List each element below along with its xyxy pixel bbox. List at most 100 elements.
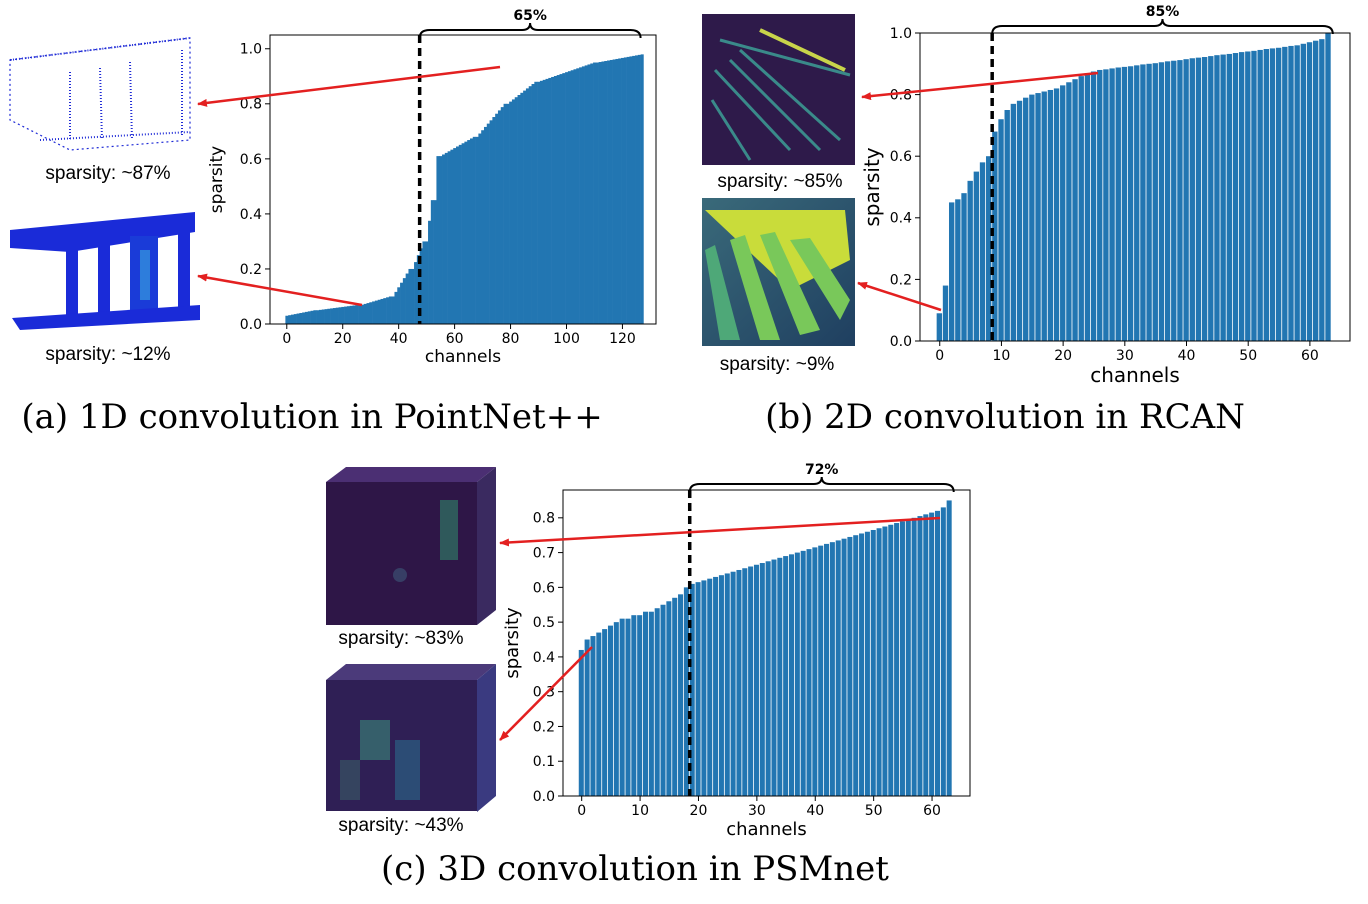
- bar: [352, 305, 356, 324]
- bar: [601, 61, 605, 325]
- bar: [579, 67, 583, 324]
- bar: [517, 95, 521, 324]
- x-axis-label: channels: [1090, 363, 1180, 387]
- bar: [707, 578, 713, 796]
- bar: [1300, 43, 1307, 341]
- chart-a: 0 20 40 60 80 100 120 0.0 0.2 0.4 0.6 0.8 1.0 channel…: [207, 8, 657, 367]
- bar: [439, 156, 443, 324]
- bar: [551, 76, 555, 324]
- x-tick-label: 10: [631, 803, 649, 819]
- bar: [489, 120, 493, 324]
- y-axis-label: sparsity: [860, 147, 884, 226]
- bar: [853, 535, 859, 796]
- arrows: [197, 65, 1099, 741]
- bar: [500, 107, 504, 324]
- bar: [1023, 97, 1029, 342]
- bar: [313, 310, 317, 324]
- panel-b-thumbnails: sparsity: ~85% sparsity: ~9%: [702, 14, 855, 375]
- bar: [442, 154, 446, 324]
- thumb-label-a1: sparsity: ~87%: [45, 163, 170, 184]
- bar: [1047, 89, 1054, 341]
- bar: [324, 309, 328, 324]
- y-axis-label: sparsity: [502, 607, 523, 679]
- bar: [783, 556, 789, 796]
- bar: [911, 517, 917, 796]
- point-cloud-sparse-image: [9, 37, 191, 151]
- bar: [672, 597, 678, 796]
- arrow-b1: [861, 71, 1099, 101]
- x-tick-label: 30: [1116, 348, 1134, 364]
- bar: [1226, 53, 1232, 341]
- bar: [967, 180, 973, 341]
- bar: [486, 123, 490, 324]
- bar: [788, 554, 795, 796]
- y-tick-label: 0.6: [240, 152, 262, 168]
- bar: [632, 55, 636, 325]
- bar: [302, 312, 306, 324]
- bar: [1127, 66, 1134, 341]
- bar: [1275, 47, 1282, 342]
- bar: [478, 133, 482, 324]
- bar: [742, 568, 748, 796]
- bar: [1177, 60, 1183, 341]
- bracket: [418, 22, 642, 39]
- x-tick-label: 20: [334, 331, 352, 347]
- bar: [1257, 49, 1263, 341]
- bar: [894, 523, 900, 796]
- thumb-label-b2: sparsity: ~9%: [720, 354, 835, 375]
- x-tick-label: 60: [446, 331, 464, 347]
- bar: [581, 66, 585, 325]
- bar: [625, 618, 631, 796]
- bar: [386, 297, 390, 324]
- point-cloud-dense-image: [10, 212, 200, 330]
- bar: [612, 59, 616, 324]
- x-tick-label: 30: [748, 803, 766, 819]
- bar: [366, 303, 370, 324]
- butterfly-sparse-image: [702, 14, 855, 165]
- y-axis-label: sparsity: [207, 146, 227, 213]
- bar: [525, 88, 530, 325]
- bar: [520, 92, 524, 324]
- bar: [940, 507, 946, 796]
- x-tick-label: 60: [923, 803, 941, 819]
- bar: [553, 76, 558, 325]
- bracket: [688, 476, 955, 493]
- bar: [683, 587, 689, 796]
- bar: [824, 543, 830, 796]
- bar: [929, 512, 935, 796]
- bar: [948, 202, 955, 341]
- volume-sparse-image: [326, 467, 496, 625]
- bar: [495, 113, 499, 324]
- bar: [467, 140, 471, 324]
- bar: [408, 268, 412, 324]
- bar: [590, 636, 596, 796]
- y-tick-label: 0.0: [890, 334, 912, 350]
- bar: [800, 550, 806, 796]
- bar: [1029, 94, 1035, 341]
- x-tick-label: 0: [935, 348, 944, 364]
- x-tick-label: 50: [865, 803, 883, 819]
- bar: [1010, 103, 1017, 341]
- bar: [461, 143, 465, 324]
- bar: [870, 529, 876, 796]
- bar: [748, 566, 754, 796]
- axes-frame: [919, 32, 1351, 342]
- bar: [864, 531, 870, 796]
- bar: [475, 136, 479, 324]
- chart-b: 0 10 20 30 40 50 60 0.0 0.2 0.4 0.6 0.8 1.0 channels s…: [860, 4, 1351, 387]
- bar: [464, 141, 468, 324]
- bar: [578, 649, 584, 796]
- bar: [567, 71, 571, 324]
- y-tick-label: 0.2: [890, 272, 912, 288]
- bar: [307, 311, 311, 324]
- bar: [1232, 53, 1239, 342]
- bar: [346, 306, 351, 324]
- bar: [917, 516, 923, 796]
- y-tick-label: 0.6: [890, 149, 912, 165]
- y-tick-label: 0.2: [240, 262, 262, 278]
- bar: [469, 138, 474, 324]
- caption-b: (b) 2D convolution in RCAN: [765, 397, 1245, 437]
- bar: [428, 220, 432, 324]
- bar: [613, 622, 619, 796]
- bar: [411, 268, 415, 324]
